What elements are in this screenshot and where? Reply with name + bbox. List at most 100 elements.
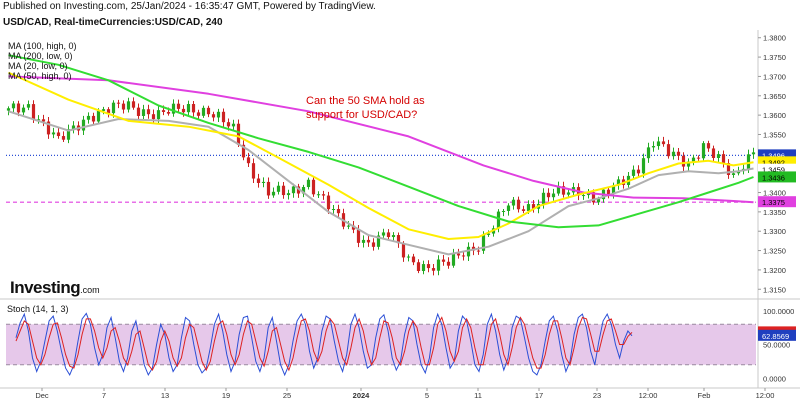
price-badge-bg-1: [758, 156, 796, 168]
candle-body: [141, 109, 146, 116]
candle-body: [251, 163, 256, 179]
candle-body: [306, 179, 311, 188]
stoch-tick-label-1: 50.0000: [763, 341, 790, 350]
candle-body: [21, 107, 26, 113]
candle-body: [111, 102, 116, 114]
time-tick-label-12: 12:00: [756, 391, 775, 400]
candle-body: [366, 239, 371, 243]
candle-body: [186, 104, 191, 113]
candle-body: [326, 195, 331, 210]
chart-annotation: Can the 50 SMA hold as support for USD/C…: [306, 94, 425, 122]
candle-body: [531, 204, 536, 209]
candle-body: [541, 192, 546, 204]
legend-item-ma20: MA (20, low, 0): [8, 61, 68, 71]
candle-body: [166, 111, 171, 114]
candle-body: [706, 143, 711, 149]
candle-body: [46, 121, 51, 135]
price-badge-bg-4: [758, 196, 796, 208]
candle-body: [86, 115, 91, 120]
time-tick-label-9: 23: [593, 391, 601, 400]
candle-body: [176, 103, 181, 109]
candle-body: [346, 225, 351, 227]
ma-line-3: [8, 54, 754, 229]
candle-body: [546, 192, 551, 198]
price-badge-label-4: 1.3375: [762, 198, 785, 207]
time-tick-label-10: 12:00: [639, 391, 658, 400]
stoch-badge-bg-1: [758, 329, 796, 341]
candle-body: [436, 259, 441, 271]
candle-body: [71, 125, 76, 130]
candle-body: [131, 101, 136, 108]
candle-body: [161, 110, 166, 112]
candle-body: [506, 205, 511, 211]
annotation-line-2: support for USD/CAD?: [306, 109, 418, 121]
candle-body: [461, 255, 466, 257]
candle-body: [526, 204, 531, 211]
candle-body: [31, 104, 36, 120]
candle-body: [281, 185, 286, 196]
candle-body: [311, 179, 316, 195]
candle-body: [641, 158, 646, 174]
time-tick-label-2: 13: [161, 391, 169, 400]
price-tick-label-9: 1.3350: [763, 208, 786, 217]
candle-body: [101, 109, 106, 111]
time-tick-label-5: 2024: [353, 391, 371, 400]
candle-body: [441, 259, 446, 262]
candle-body: [606, 189, 611, 194]
time-tick-label-1: 7: [102, 391, 106, 400]
price-tick-label-10: 1.3300: [763, 227, 786, 236]
legend-item-ma200: MA (200, low, 0): [8, 51, 73, 61]
price-tick-label-3: 1.3650: [763, 92, 786, 101]
price-badge-bg-3: [758, 171, 796, 183]
candle-body: [501, 210, 506, 212]
logo-suffix: .com: [80, 285, 100, 295]
candle-body: [336, 209, 341, 214]
candle-body: [351, 225, 356, 230]
candle-body: [361, 239, 366, 243]
candle-body: [61, 136, 66, 140]
candle-body: [81, 119, 86, 131]
time-tick-label-4: 25: [283, 391, 291, 400]
ma-line-2: [8, 71, 754, 240]
candle-body: [391, 235, 396, 238]
time-tick-label-3: 19: [222, 391, 230, 400]
candle-body: [301, 187, 306, 194]
logo-text: Investing: [10, 278, 81, 297]
candle-body: [26, 104, 31, 108]
candle-body: [66, 129, 71, 140]
candle-body: [406, 256, 411, 258]
candle-body: [551, 193, 556, 198]
candle-body: [701, 143, 706, 159]
candle-body: [421, 264, 426, 272]
candle-body: [521, 209, 526, 211]
candle-body: [156, 110, 161, 120]
candle-body: [496, 211, 501, 229]
candle-body: [6, 108, 11, 111]
candle-body: [181, 108, 186, 113]
price-tick-label-11: 1.3250: [763, 247, 786, 256]
candle-body: [236, 123, 241, 145]
price-tick-label-12: 1.3200: [763, 266, 786, 275]
candle-body: [676, 151, 681, 156]
time-tick-label-6: 5: [425, 391, 429, 400]
candle-body: [631, 169, 636, 176]
candle-body: [126, 101, 131, 110]
candle-body: [171, 103, 176, 114]
candle-body: [241, 144, 246, 158]
candle-body: [246, 157, 251, 164]
annotation-line-1: Can the 50 SMA hold as: [306, 95, 425, 107]
candle-body: [356, 229, 361, 243]
candle-body: [316, 194, 321, 196]
price-tick-label-1: 1.3750: [763, 53, 786, 62]
candle-body: [456, 253, 461, 256]
candle-body: [486, 233, 491, 235]
candle-body: [371, 242, 376, 247]
price-badge-label-0: 1.3496: [762, 151, 785, 160]
candle-body: [716, 154, 721, 158]
legend-item-ma50: MA (50, high, 0): [8, 71, 72, 81]
candle-body: [431, 268, 436, 271]
candle-body: [651, 146, 656, 148]
candle-body: [51, 132, 56, 135]
candle-body: [726, 163, 731, 176]
